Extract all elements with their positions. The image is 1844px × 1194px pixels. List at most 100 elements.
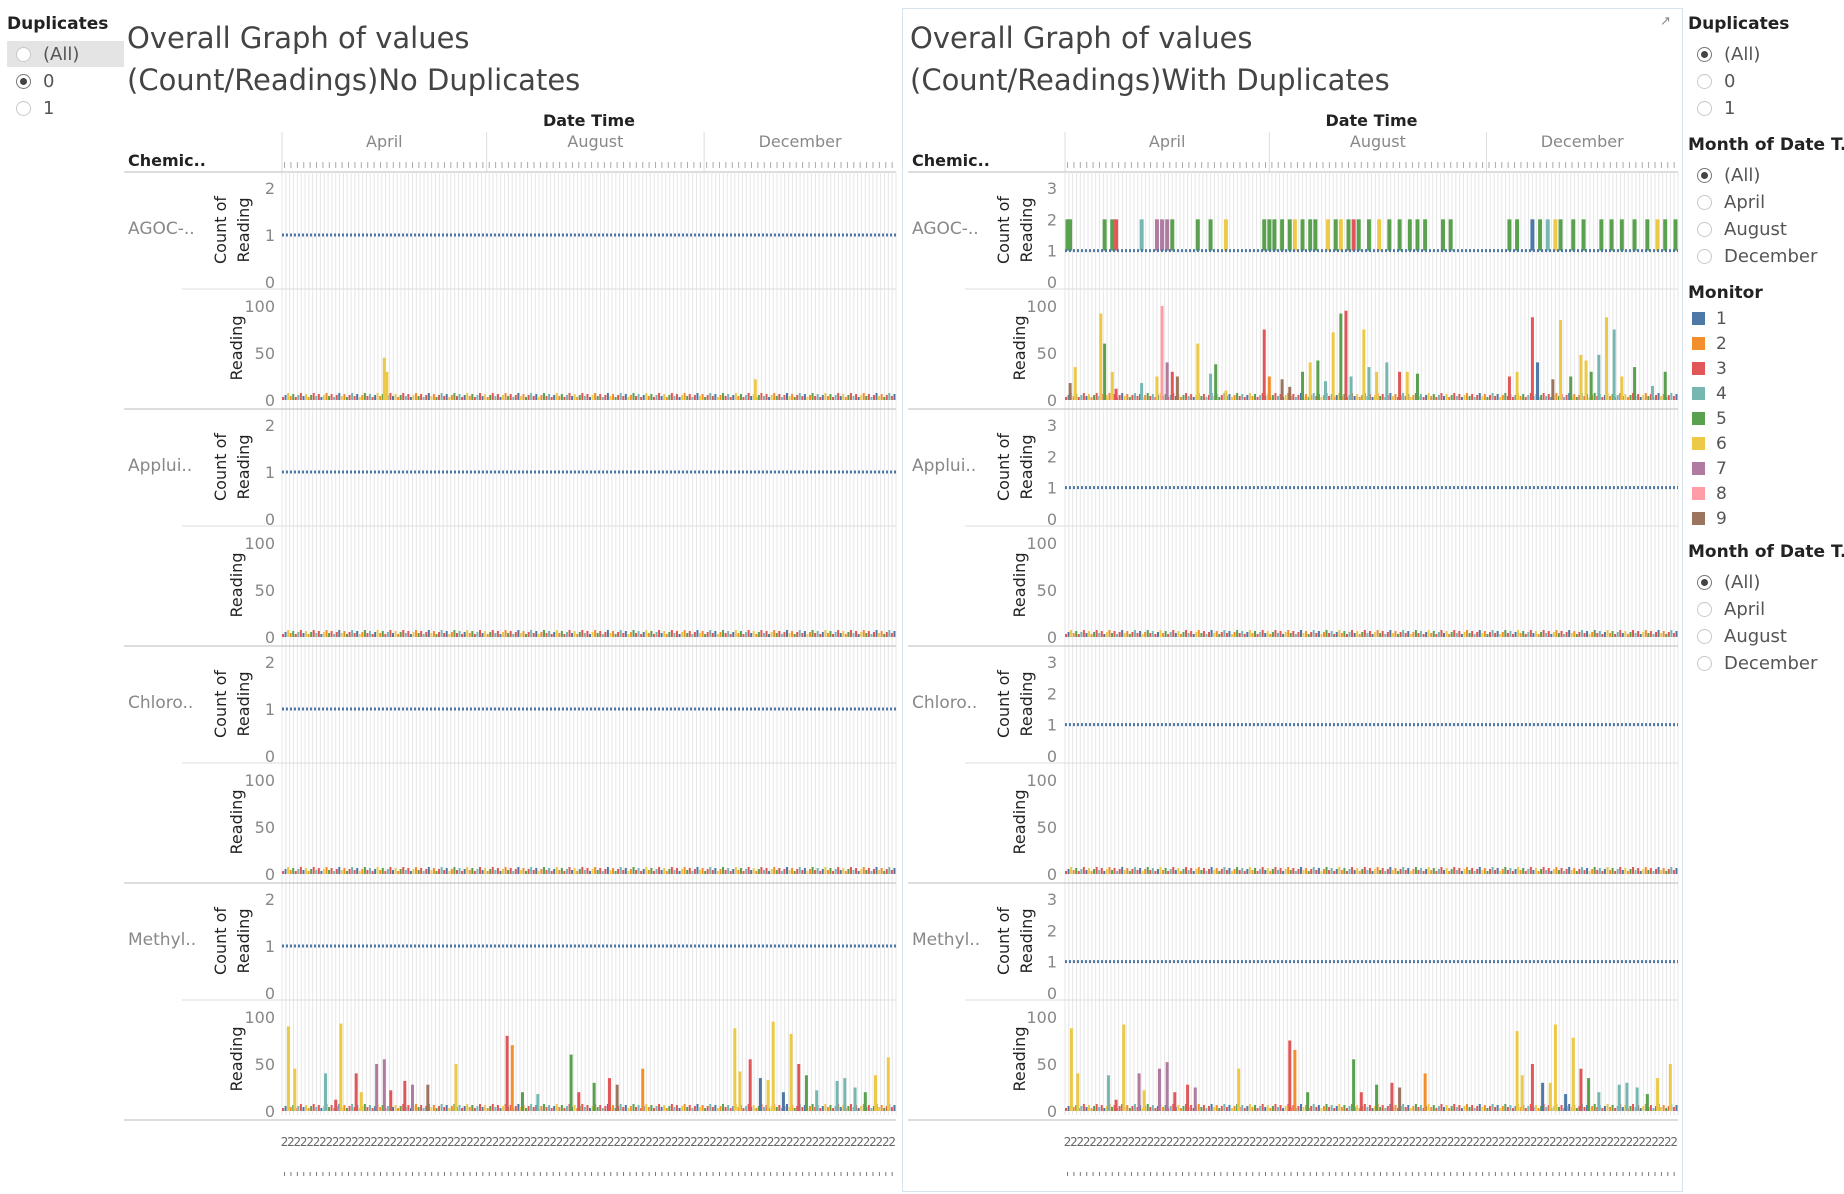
legend-item[interactable]: 2 [1692, 331, 1727, 356]
reading-bar-small [1642, 632, 1645, 637]
reading-bar-small [1412, 869, 1415, 874]
x-tick-label: 2 [696, 1135, 704, 1149]
reading-bar-small [1453, 630, 1456, 637]
reading-bar-small [353, 1107, 356, 1111]
radio-button-icon[interactable] [1697, 73, 1712, 89]
legend-item[interactable]: 5 [1692, 406, 1727, 431]
month-filter-2-option[interactable]: December [1697, 650, 1817, 676]
reading-bar-small [1478, 1104, 1481, 1111]
radio-button-icon[interactable] [1697, 601, 1712, 617]
reading-bar [1349, 376, 1353, 400]
legend-item[interactable]: 9 [1692, 506, 1727, 531]
reading-bar-small [404, 396, 407, 400]
reading-bar-small [706, 869, 709, 874]
reading-bar-small [289, 1107, 292, 1111]
reading-bar-small [732, 632, 735, 637]
month-filter-1-option[interactable]: April [1697, 189, 1765, 215]
reading-bar-small [1110, 633, 1113, 637]
reading-bar-small [366, 633, 369, 637]
month-filter-1-option-label: December [1724, 245, 1818, 267]
axis-label-line: Count of [211, 907, 230, 975]
reading-bar-small [560, 631, 563, 637]
x-tick-label: 2 [639, 1135, 647, 1149]
radio-button-icon[interactable] [1697, 46, 1712, 62]
x-tick-label: 2 [1204, 1135, 1212, 1149]
month-filter-2-option[interactable]: (All) [1697, 569, 1760, 595]
duplicates-right-option[interactable]: (All) [1697, 41, 1760, 67]
month-filter-1-option[interactable]: August [1697, 216, 1787, 242]
reading-bar-small [1667, 632, 1670, 637]
reading-bar-small [1192, 1108, 1195, 1111]
reading-bar-small [571, 870, 574, 874]
reading-bar-small [839, 870, 842, 874]
reading-bar-small [287, 393, 290, 400]
radio-button-icon[interactable] [16, 100, 31, 116]
reading-bar-small [1187, 870, 1190, 874]
reading-bar-small [826, 870, 829, 874]
reading-bar [1405, 371, 1409, 400]
reading-bar-small [466, 393, 469, 400]
duplicates-right-option[interactable]: 0 [1697, 68, 1735, 94]
count-of-reading-axis-label: Count of Reading [994, 907, 1036, 975]
open-external-icon[interactable]: ↗ [1660, 14, 1671, 29]
reading-bar-small [1105, 1106, 1108, 1111]
reading-bar-small [1228, 394, 1231, 400]
selected-sheet-border [902, 8, 1683, 1192]
reading-bar-small [1583, 870, 1586, 874]
reading-bar-small [1087, 631, 1090, 637]
reading-bar-small [1517, 867, 1520, 874]
reading-bar-small [683, 630, 686, 637]
reading-bar-small [1430, 870, 1433, 874]
legend-item[interactable]: 6 [1692, 431, 1727, 456]
reading-bar-small [683, 1104, 686, 1111]
radio-button-icon[interactable] [1697, 628, 1712, 644]
reading-bar-small [755, 871, 758, 874]
count-of-reading-axis-label: Count of Reading [211, 433, 253, 501]
duplicates-left-option[interactable]: 1 [16, 95, 54, 121]
reading-bar-small [668, 869, 671, 874]
radio-button-icon[interactable] [1697, 221, 1712, 237]
duplicates-right-option[interactable]: 1 [1697, 95, 1735, 121]
reading-bar-small [750, 870, 753, 874]
reading-bar-small [1455, 396, 1458, 400]
radio-button-icon[interactable] [16, 46, 31, 62]
reading-bar-small [427, 630, 430, 637]
radio-button-icon[interactable] [16, 73, 31, 89]
reading-bar [1362, 329, 1366, 400]
reading-bar-small [289, 870, 292, 874]
reading-bar-small [325, 630, 328, 637]
reading-bar-small [1586, 1105, 1589, 1111]
reading-bar-small [1422, 1108, 1425, 1111]
reading-bar-small [647, 1107, 650, 1111]
month-filter-2-option[interactable]: April [1697, 596, 1765, 622]
reading-bar-small [604, 632, 607, 637]
reading-bar-small [1139, 868, 1142, 874]
radio-button-icon[interactable] [1697, 167, 1712, 183]
radio-button-icon[interactable] [1697, 655, 1712, 671]
reading-bar-small [371, 871, 374, 874]
duplicates-left-option[interactable]: 0 [16, 68, 54, 94]
reading-bar-small [532, 396, 535, 400]
reading-bar-small [450, 632, 453, 637]
x-tick-label: 2 [1555, 1135, 1563, 1149]
radio-button-icon[interactable] [1697, 248, 1712, 264]
reading-bar-small [1149, 870, 1152, 874]
reading-bar [1237, 1068, 1241, 1111]
legend-item[interactable]: 8 [1692, 481, 1727, 506]
radio-button-icon[interactable] [1697, 100, 1712, 116]
legend-item[interactable]: 7 [1692, 456, 1727, 481]
reading-bar-small [1580, 630, 1583, 637]
legend-item[interactable]: 4 [1692, 381, 1727, 406]
reading-bar-small [440, 1104, 443, 1111]
reading-bar-small [635, 870, 638, 874]
radio-button-icon[interactable] [1697, 574, 1712, 590]
month-filter-1-option[interactable]: (All) [1697, 162, 1760, 188]
duplicates-left-option[interactable]: (All) [7, 41, 124, 67]
radio-button-icon[interactable] [1697, 194, 1712, 210]
legend-item[interactable]: 1 [1692, 306, 1727, 331]
reading-bar-small [1598, 868, 1601, 874]
reading-bar [1344, 310, 1348, 400]
month-filter-1-option[interactable]: December [1697, 243, 1817, 269]
legend-item[interactable]: 3 [1692, 356, 1727, 381]
month-filter-2-option[interactable]: August [1697, 623, 1787, 649]
